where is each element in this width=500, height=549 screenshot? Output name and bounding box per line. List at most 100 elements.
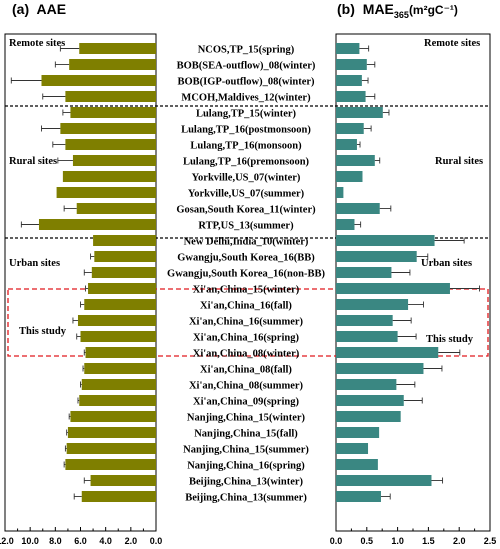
bar [336,443,369,454]
bar [81,491,156,502]
bar [336,139,357,150]
category-label: Xi'an,China_08(winter) [193,348,300,359]
bar [336,123,364,134]
bar [84,363,156,374]
this-study-box [7,288,489,357]
category-label: Xi'an,China_09(spring) [193,396,299,407]
panel-a-ticks: 12.0 10.0 8.0 6.0 4.0 2.0 0.0 [0,527,162,546]
bar [65,459,156,470]
x-tick-label: 1.5 [422,536,435,546]
bar [41,75,156,86]
x-tick-label: 10.0 [21,536,39,546]
bar [336,171,363,182]
x-tick-label: 8.0 [49,536,62,546]
bar [336,251,417,262]
x-tick-label: 6.0 [74,536,87,546]
bar [85,347,156,358]
group-label-rural-left: Rural sites [9,156,57,167]
panel-a-bars [10,43,157,502]
bar [336,411,401,422]
bar [336,491,381,502]
bar [88,283,156,294]
bar [336,203,380,214]
bar [70,107,156,118]
group-label-remote-right: Remote sites [424,38,480,49]
category-label: BOB(SEA-outflow)_08(winter) [177,60,316,71]
x-tick-label: 4.0 [99,536,112,546]
category-label: Xi'an,China_16(fall) [200,300,292,311]
category-label: Yorkville,US_07(summer) [188,188,305,199]
category-label: Lulang,TP_16(premonsoon) [183,156,310,167]
x-tick-label: 2.0 [453,536,466,546]
group-label-this-study-right: This study [426,334,474,345]
category-label: RTP,US_13(summer) [198,220,294,231]
x-tick-label: 12.0 [0,536,14,546]
x-tick-label: 2.0 [125,536,138,546]
bar [336,283,450,294]
category-labels: NCOS,TP_15(spring) BOB(SEA-outflow)_08(wi… [167,44,325,503]
group-label-urban-right: Urban sites [421,258,472,269]
category-label: Nanjing,China_15(winter) [187,412,306,423]
bar [336,107,383,118]
bar [336,475,432,486]
category-label: BOB(IGP-outflow)_08(winter) [177,76,315,87]
bar [336,459,378,470]
bar [79,395,156,406]
category-label: Nanjing,China_15(summer) [183,444,309,455]
category-label: Beijing,China_13(summer) [185,492,307,503]
category-label: NCOS,TP_15(spring) [198,44,295,55]
bar [84,299,156,310]
category-label: Gosan,South Korea_11(winter) [176,204,316,215]
group-label-remote-left: Remote sites [9,38,65,49]
bar [66,443,156,454]
bar [336,427,380,438]
bar [336,299,409,310]
bar [93,235,156,246]
x-tick-label: 1.0 [391,536,404,546]
group-label-this-study-left: This study [19,326,67,337]
bar [336,379,397,390]
category-label: Gwangju,South Korea_16(non-BB) [167,268,325,279]
bar [90,475,156,486]
bar [336,331,398,342]
bar [336,43,360,54]
bar [70,411,156,422]
bar [94,251,156,262]
category-label: Xi'an,China_16(spring) [193,332,299,343]
bar [91,267,156,278]
bar [79,43,156,54]
category-label: New Delhi,India_10(winter) [184,236,309,247]
bar [72,155,156,166]
category-label: Nanjing,China_16(spring) [187,460,305,471]
bar [38,219,156,230]
bar [62,171,157,182]
bar [81,379,156,390]
category-label: Nanjing,China_15(fall) [194,428,298,439]
bar [56,187,156,198]
category-label: Lulang,TP_15(winter) [196,108,297,119]
bar [336,91,366,102]
bar [76,203,156,214]
bar [69,59,156,70]
panel-b-ticks: 0.0 0.5 1.0 1.5 2.0 2.5 [330,527,497,546]
category-label: Yorkville,US_07(winter) [192,172,301,183]
bar [336,235,435,246]
bar [336,315,393,326]
bar [336,267,392,278]
bar [60,123,156,134]
bar [336,363,424,374]
bar [67,427,156,438]
panel-b-bars [336,43,480,502]
panel-b-title: (b) MAE365(m²gC⁻¹) [337,1,458,20]
x-tick-label: 0.0 [330,536,343,546]
category-label: Lulang,TP_16(postmonsoon) [181,124,311,135]
x-tick-label: 0.0 [150,536,163,546]
x-tick-label: 2.5 [484,536,497,546]
bar [336,395,404,406]
bar [77,315,156,326]
category-label: Xi'an,China_16(summer) [189,316,304,327]
bar [65,91,156,102]
panel-a-title: (a) AAE [12,1,66,17]
category-label: Gwangju,South Korea_16(BB) [177,252,315,263]
group-label-urban-left: Urban sites [9,258,60,269]
